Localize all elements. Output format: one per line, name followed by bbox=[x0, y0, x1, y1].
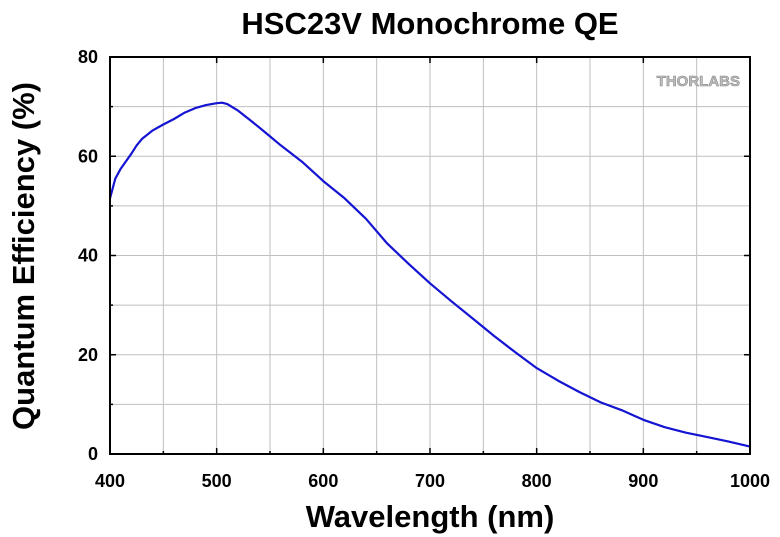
x-tick-label: 700 bbox=[415, 471, 445, 491]
qe-series-line bbox=[108, 101, 752, 448]
plot-area-frame bbox=[109, 56, 751, 455]
x-tick-label: 400 bbox=[95, 471, 125, 491]
x-tick-labels: 400 500 600 700 800 900 1000 bbox=[95, 471, 770, 491]
x-tick-label: 900 bbox=[628, 471, 658, 491]
x-axis-label: Wavelength (nm) bbox=[306, 499, 555, 534]
y-tick-labels: 0 20 40 60 80 bbox=[78, 47, 98, 464]
y-tick-label: 20 bbox=[78, 345, 98, 365]
x-tick-label: 500 bbox=[202, 471, 232, 491]
y-axis-label: Quantum Efficiency (%) bbox=[6, 82, 41, 430]
y-tick-label: 40 bbox=[78, 246, 98, 266]
x-tick-label: 600 bbox=[308, 471, 338, 491]
thorlabs-logo-watermark: THORLABS bbox=[657, 73, 740, 90]
chart-title: HSC23V Monochrome QE bbox=[241, 6, 618, 41]
y-tick-label: 60 bbox=[78, 146, 98, 166]
x-tick-label: 800 bbox=[522, 471, 552, 491]
y-tick-label: 80 bbox=[78, 47, 98, 67]
gridlines bbox=[110, 57, 750, 454]
x-tick-label: 1000 bbox=[730, 471, 770, 491]
y-tick-label: 0 bbox=[88, 444, 98, 464]
